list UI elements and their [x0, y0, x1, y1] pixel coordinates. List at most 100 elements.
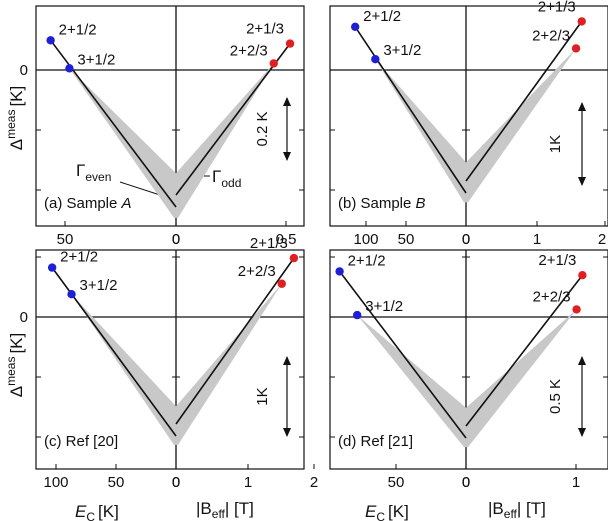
gamma-even-label: Γeven: [76, 161, 111, 184]
data-point-even: [67, 290, 76, 299]
data-point-odd: [578, 271, 587, 280]
x-label-unit: | [T]: [517, 499, 546, 518]
data-point-even: [46, 36, 55, 45]
scale-arrow-up: [283, 356, 291, 365]
point-label-odd: 2+2/3: [230, 42, 268, 59]
panel-label-sample: B: [416, 195, 426, 212]
panel-label-text: (d) Ref [21]: [338, 433, 413, 450]
y-label-main: Δ: [7, 139, 26, 150]
panel-frame: [35, 5, 305, 227]
x-label-main: E: [75, 502, 87, 521]
x-label-main: |B: [488, 499, 504, 518]
panel-c: 100 50 00 1 202+1/23+1/22+1/32+2/31K(c) Ref …: [20, 235, 319, 491]
data-point-odd: [285, 39, 295, 48]
x-tick-label-right: 0: [462, 474, 470, 491]
y-zero-label: 0: [20, 62, 28, 79]
y-zero-label: 0: [20, 309, 28, 326]
uncertainty-band: [69, 63, 274, 218]
panel-label-sample: A: [121, 195, 132, 212]
panel-frame: [329, 5, 608, 227]
y-axis-label-top: Δmeas [K]: [4, 86, 26, 151]
fit-line-odd: [465, 274, 584, 427]
y-label-sup: meas: [4, 110, 18, 139]
point-label-odd: 2+2/3: [532, 27, 570, 44]
data-point-even: [353, 310, 362, 320]
x-tick-label-right: 0: [462, 231, 470, 248]
x-label-sub: C: [376, 510, 385, 521]
panel-frame: [329, 249, 608, 470]
point-label-even: 3+1/2: [80, 277, 118, 294]
data-point-odd: [269, 59, 278, 68]
panel-label: (a) Sample A: [44, 195, 132, 212]
x-axis-label-ec-right: EC [K]: [365, 502, 409, 521]
x-tick-label-right: 1: [533, 231, 541, 248]
x-tick-label-left: 0: [462, 474, 470, 491]
panel-label: (d) Ref [21]: [338, 433, 413, 450]
gamma-odd-main: Γ: [212, 167, 221, 186]
x-axis-label-beff-right: |Beff| [T]: [488, 499, 546, 521]
scale-arrow-down: [578, 177, 586, 186]
x-tick-label-right: 2: [598, 231, 606, 248]
scale-label: 0.2 K: [254, 111, 271, 146]
y-label-main: Δ: [7, 386, 26, 397]
uncertainty-band: [71, 283, 282, 445]
scale-arrow-down: [578, 428, 586, 437]
x-tick-label-left: 0: [172, 474, 180, 491]
svg-text:Δmeas[K]: Δmeas [K]: [4, 333, 26, 398]
point-label-even: 2+1/2: [348, 252, 386, 269]
point-label-even: 2+1/2: [60, 249, 98, 266]
x-tick-label-left: 50: [108, 474, 125, 491]
x-tick-label-left: 50: [57, 231, 74, 248]
data-point-odd: [571, 44, 581, 53]
point-label-odd: 2+2/3: [238, 263, 276, 280]
scale-label: 0.5 K: [547, 379, 564, 414]
fit-line-odd: [465, 20, 583, 182]
point-label-odd: 2+1/3: [250, 235, 288, 252]
data-point-odd: [577, 17, 586, 26]
point-label-even: 3+1/2: [365, 298, 403, 315]
x-tick-label-right: 0.5: [276, 231, 297, 248]
point-label-even: 2+1/2: [363, 8, 401, 25]
x-label-main: E: [365, 502, 377, 521]
fit-line-odd: [175, 43, 291, 196]
gamma-even-sub: even: [85, 170, 111, 184]
fit-line-odd: [175, 257, 295, 425]
data-point-odd: [572, 305, 581, 314]
svg-text:Δmeas[K]: Δmeas [K]: [4, 86, 26, 151]
x-tick-label-left: 50: [398, 231, 415, 248]
x-tick-label-left: 0: [172, 231, 180, 248]
x-label-main: |B: [196, 499, 212, 518]
data-point-odd: [289, 253, 299, 263]
fit-line-even: [354, 26, 467, 194]
x-tick-label-left: 50: [388, 474, 405, 491]
panel-label-text: (c) Ref [20]: [44, 433, 118, 450]
x-tick-label-left: 100: [353, 231, 378, 248]
x-tick-label-right: 1: [244, 474, 252, 491]
gamma-even-main: Γ: [76, 161, 85, 180]
panel-label-text: (a) Sample: [44, 195, 122, 212]
point-label-even: 3+1/2: [383, 42, 421, 59]
panel-label: (c) Ref [20]: [44, 433, 118, 450]
data-point-even: [371, 55, 380, 64]
x-label-unit: [K]: [98, 502, 119, 521]
panel-frame: [35, 249, 305, 470]
point-label-even: 2+1/2: [59, 21, 97, 38]
scale-label: 1K: [254, 387, 271, 405]
y-axis-label-bottom: Δmeas [K]: [4, 333, 26, 398]
y-label-unit: [K]: [7, 333, 26, 354]
point-label-odd: 2+2/3: [533, 288, 571, 305]
point-label-odd: 2+1/3: [538, 252, 576, 269]
y-label-sup: meas: [4, 357, 18, 386]
x-axis-label-ec-left: EC [K]: [75, 502, 119, 521]
uncertainty-band: [375, 48, 577, 203]
scale-label: 1K: [547, 135, 564, 153]
panel-d: 50 00 12+1/23+1/22+1/32+2/30.5 K(d) Ref [2…: [329, 249, 608, 491]
panel-a: 50 00 0.502+1/23+1/22+1/32+2/30.2 K(a) Sam…: [20, 5, 305, 248]
fit-line-even: [338, 270, 467, 439]
x-tick-label-left: 0: [462, 231, 470, 248]
data-point-even: [350, 22, 360, 31]
y-label-unit: [K]: [7, 86, 26, 107]
uncertainty-band: [357, 309, 577, 448]
x-tick-label-right: 0: [172, 474, 180, 491]
